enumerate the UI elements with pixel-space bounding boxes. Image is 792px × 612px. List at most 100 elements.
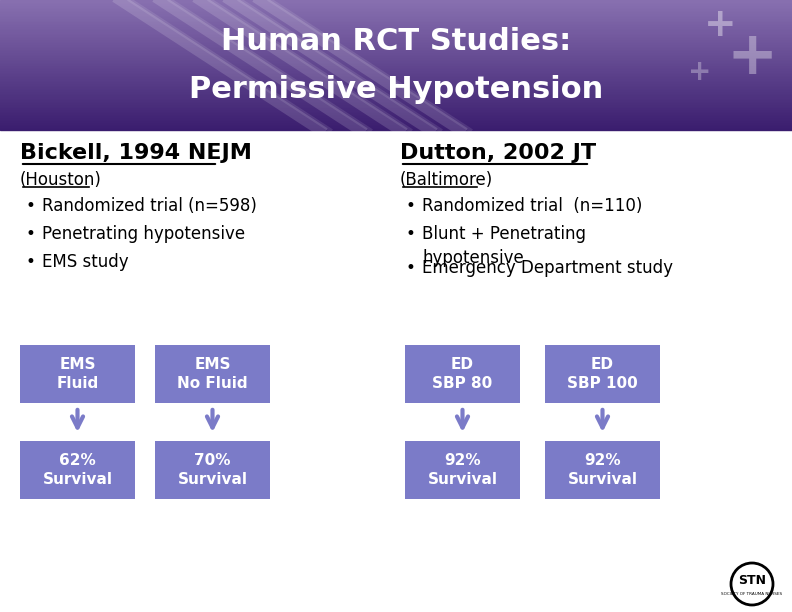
Text: •: • — [405, 259, 415, 277]
Text: Penetrating hypotensive: Penetrating hypotensive — [42, 225, 246, 243]
Bar — [0, 57, 792, 59]
Bar — [0, 86, 792, 88]
Bar — [0, 99, 792, 101]
Bar — [0, 12, 792, 13]
Bar — [0, 21, 792, 23]
Bar — [0, 76, 792, 78]
Bar — [0, 116, 792, 117]
Text: Randomized trial (n=598): Randomized trial (n=598) — [42, 197, 257, 215]
Bar — [0, 29, 792, 31]
Bar — [0, 17, 792, 18]
Bar — [0, 80, 792, 81]
Bar — [0, 69, 792, 70]
Text: EMS
Fluid: EMS Fluid — [56, 357, 99, 391]
Text: •: • — [405, 197, 415, 215]
Bar — [0, 49, 792, 50]
Text: •: • — [25, 197, 35, 215]
Bar — [0, 8, 792, 10]
Bar — [0, 52, 792, 54]
Bar — [0, 124, 792, 125]
FancyBboxPatch shape — [405, 345, 520, 403]
Bar — [0, 107, 792, 109]
FancyBboxPatch shape — [155, 441, 270, 499]
FancyBboxPatch shape — [155, 345, 270, 403]
Bar — [0, 5, 792, 7]
Text: STN: STN — [738, 575, 766, 588]
Bar — [0, 92, 792, 94]
Text: ED
SBP 100: ED SBP 100 — [567, 357, 638, 391]
Text: 70%
Survival: 70% Survival — [177, 453, 247, 487]
Bar — [0, 35, 792, 37]
Bar — [0, 70, 792, 72]
Bar — [0, 67, 792, 69]
Bar — [0, 89, 792, 91]
Bar — [0, 10, 792, 12]
Bar — [0, 88, 792, 89]
Bar — [0, 42, 792, 44]
Bar — [0, 104, 792, 106]
Bar — [0, 122, 792, 124]
Text: 92%
Survival: 92% Survival — [428, 453, 497, 487]
Bar — [0, 65, 792, 67]
Bar — [0, 97, 792, 99]
Bar — [0, 15, 792, 17]
Bar — [0, 75, 792, 76]
Bar — [0, 18, 792, 20]
Text: Randomized trial  (n=110): Randomized trial (n=110) — [422, 197, 642, 215]
Text: •: • — [25, 225, 35, 243]
Text: 62%
Survival: 62% Survival — [43, 453, 112, 487]
Text: Dutton, 2002 JT: Dutton, 2002 JT — [400, 143, 596, 163]
Bar — [0, 114, 792, 116]
Bar — [0, 81, 792, 83]
Bar — [0, 109, 792, 111]
Text: Blunt + Penetrating
hypotensive: Blunt + Penetrating hypotensive — [422, 225, 586, 267]
Text: Human RCT Studies:: Human RCT Studies: — [221, 28, 571, 56]
FancyBboxPatch shape — [545, 441, 660, 499]
Bar — [0, 34, 792, 35]
Bar — [0, 40, 792, 42]
Bar — [0, 94, 792, 96]
Bar — [0, 120, 792, 122]
FancyBboxPatch shape — [20, 345, 135, 403]
Bar — [0, 72, 792, 73]
Text: 92%
Survival: 92% Survival — [568, 453, 638, 487]
Bar — [0, 2, 792, 3]
Bar — [0, 26, 792, 28]
Bar — [0, 62, 792, 64]
Text: Emergency Department study: Emergency Department study — [422, 259, 673, 277]
Text: +: + — [703, 6, 737, 44]
Bar — [0, 24, 792, 26]
Text: ED
SBP 80: ED SBP 80 — [432, 357, 493, 391]
Bar — [0, 84, 792, 86]
Bar — [0, 111, 792, 112]
Bar — [0, 32, 792, 34]
Text: +: + — [726, 29, 778, 88]
Bar — [0, 117, 792, 119]
FancyBboxPatch shape — [20, 441, 135, 499]
Bar — [0, 96, 792, 97]
Bar — [0, 129, 792, 130]
Bar — [0, 101, 792, 102]
Text: •: • — [25, 253, 35, 271]
Bar — [0, 37, 792, 39]
Bar — [0, 13, 792, 15]
Text: +: + — [688, 58, 712, 86]
Bar — [0, 125, 792, 127]
FancyBboxPatch shape — [405, 441, 520, 499]
Text: Bickell, 1994 NEJM: Bickell, 1994 NEJM — [20, 143, 252, 163]
Text: (Baltimore): (Baltimore) — [400, 171, 493, 189]
Circle shape — [730, 562, 774, 606]
Bar — [0, 102, 792, 104]
Text: (Houston): (Houston) — [20, 171, 102, 189]
Bar — [0, 47, 792, 49]
Bar — [0, 78, 792, 80]
Bar — [0, 39, 792, 40]
Bar — [0, 0, 792, 2]
Text: EMS
No Fluid: EMS No Fluid — [177, 357, 248, 391]
Text: Permissive Hypotension: Permissive Hypotension — [188, 75, 604, 105]
Text: EMS study: EMS study — [42, 253, 128, 271]
Bar — [0, 91, 792, 92]
Bar — [0, 127, 792, 129]
Bar — [0, 50, 792, 52]
Text: •: • — [405, 225, 415, 243]
